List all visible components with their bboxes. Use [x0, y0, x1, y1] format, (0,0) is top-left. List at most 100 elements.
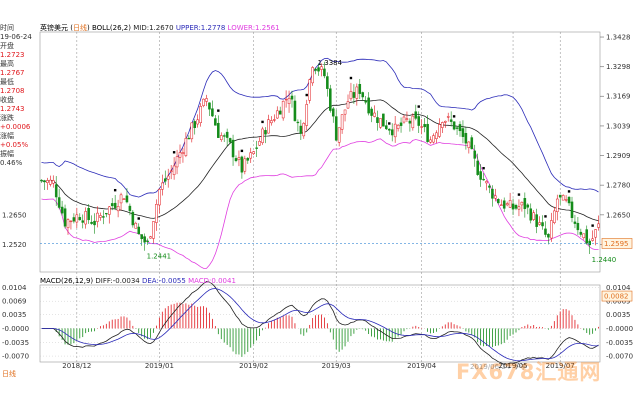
candle-body	[544, 228, 547, 235]
signal-marker	[388, 122, 391, 125]
period-tab[interactable]: 日线	[2, 370, 16, 378]
candle-body	[158, 189, 161, 206]
candle-body	[482, 178, 485, 181]
candle-body	[54, 184, 58, 198]
candle-body	[349, 91, 353, 100]
candle-body	[155, 204, 158, 223]
candle-body	[284, 98, 288, 101]
signal-marker	[452, 115, 456, 118]
watermark-logo: FX678汇通网	[456, 360, 602, 384]
candle-body	[529, 208, 533, 221]
candle-body	[514, 205, 518, 209]
candle-body	[181, 152, 185, 154]
symbol-label: 英镑美元	[40, 24, 68, 32]
candle-body	[214, 118, 217, 126]
signal-marker	[137, 217, 140, 220]
candle-body	[417, 116, 421, 126]
candle-body	[393, 123, 397, 138]
pct-value: +0.05%	[0, 141, 29, 149]
open-value: 1.2723	[0, 51, 25, 59]
extreme-annotation: 1.2440	[592, 256, 617, 264]
candle-body	[508, 200, 512, 208]
candle-body	[264, 130, 267, 135]
candle-body	[329, 88, 332, 111]
candle-body	[231, 139, 235, 158]
candle-body	[520, 201, 524, 206]
candle-body	[455, 127, 459, 129]
candle-body	[184, 138, 188, 156]
candle-body	[163, 178, 167, 182]
boll-upper: UPPER:1.2778	[175, 24, 226, 32]
candle-body	[75, 214, 79, 223]
candle-body	[66, 219, 70, 229]
signal-marker	[261, 120, 264, 124]
candle-body	[261, 128, 264, 143]
candle-body	[273, 119, 276, 121]
candle-body	[243, 158, 247, 172]
candle-body	[432, 135, 435, 143]
candle-body	[119, 194, 123, 204]
candle-body	[161, 182, 164, 190]
candle-body	[443, 120, 447, 123]
candle-body	[225, 131, 229, 138]
candle-body	[385, 125, 388, 130]
candle-body	[317, 67, 320, 72]
candle-body	[93, 220, 96, 226]
candle-body	[78, 217, 82, 221]
candle-body	[57, 197, 61, 208]
time-label: 时间	[0, 24, 14, 32]
candle-body	[166, 175, 170, 180]
candle-body	[355, 86, 359, 99]
candle-body	[343, 109, 347, 115]
candle-body	[222, 135, 226, 137]
candle-body	[399, 122, 403, 126]
candle-body	[146, 240, 149, 242]
candle-body	[169, 170, 173, 172]
price-badge-text: 1.2595	[604, 240, 629, 248]
macd-tick-label: 0.0069	[606, 298, 631, 306]
amp-label: 振幅	[0, 150, 14, 158]
candle-body	[96, 212, 99, 222]
candle-body	[137, 226, 141, 234]
candle-body	[576, 222, 580, 231]
left-price-tick-label: 1.2650	[2, 211, 27, 219]
candle-body	[502, 200, 506, 209]
macd-badge-box	[601, 290, 633, 302]
signal-marker	[544, 215, 547, 218]
candle-body	[396, 124, 400, 129]
x-tick-label: 2019/01	[145, 362, 174, 370]
candle-body	[205, 98, 208, 102]
candle-body	[461, 128, 465, 137]
candle-body	[449, 119, 453, 122]
candle-body	[479, 171, 482, 180]
candle-body	[446, 116, 450, 118]
price-tick-label: 1.3039	[606, 122, 631, 130]
signal-marker	[172, 151, 176, 154]
candle-body	[334, 116, 338, 141]
candle-body	[43, 180, 46, 183]
watermark-timestamp: 2019/06/24 下午	[470, 363, 527, 371]
high-value: 1.2767	[0, 69, 25, 77]
macd-dea: DEA:-0.0055	[141, 277, 186, 285]
signal-marker	[417, 105, 420, 108]
candle-body	[573, 221, 577, 224]
candle-body	[299, 125, 303, 134]
candle-body	[125, 195, 129, 203]
candle-body	[49, 179, 52, 185]
signal-marker	[591, 224, 594, 227]
candle-body	[476, 160, 479, 175]
candle-body	[252, 151, 255, 154]
candle-body	[491, 188, 494, 199]
candle-body	[311, 67, 314, 84]
candle-body	[246, 157, 250, 161]
left-price-tick-label: 1.2520	[2, 241, 27, 249]
price-tick-label: 1.3428	[606, 34, 631, 42]
candle-body	[435, 132, 438, 139]
boll-mid-line	[41, 99, 599, 222]
quote-sidebar: 时间 19-06-24 开盘 1.2723 最高 1.2767 最低 1.270…	[0, 24, 38, 168]
macd-tick-label: 0.0104	[606, 284, 631, 292]
candle-body	[275, 110, 279, 119]
candle-body	[346, 101, 350, 109]
candle-body	[140, 234, 143, 240]
